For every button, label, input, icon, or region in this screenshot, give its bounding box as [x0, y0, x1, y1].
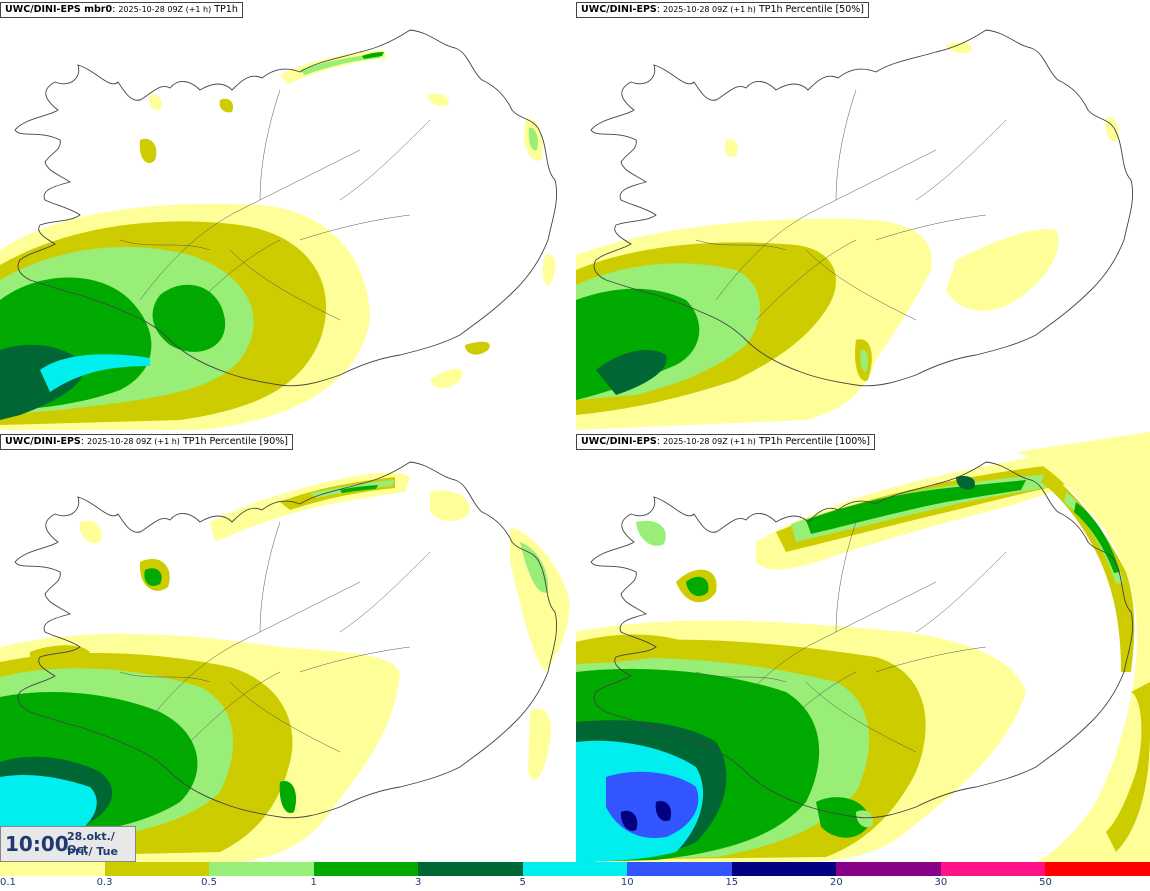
valid-time-box: 10:00 28.okt./ Oct Þri./ Tue [0, 826, 136, 862]
panel-title: UWC/DINI-EPS: 2025-10-28 09Z (+1 h) TP1h… [0, 434, 293, 450]
legend-swatch [209, 862, 315, 876]
rivers-roads [695, 521, 1007, 753]
rivers-roads [119, 89, 431, 321]
legend-swatch [418, 862, 524, 876]
legend-swatch [627, 862, 733, 876]
legend-label: 0.1 [0, 877, 16, 888]
panel-divider-horizontal [0, 430, 1150, 432]
legend-swatch [731, 862, 837, 876]
legend-label: 3 [414, 877, 422, 888]
legend-label: 15 [725, 877, 739, 888]
legend-label: 50 [1039, 877, 1052, 888]
legend-swatch [836, 862, 942, 876]
precip-field [576, 42, 1119, 430]
precip-map [576, 29, 1134, 430]
color-legend: 0.1 0.3 0.5 1 3 5 10 15 20 30 50 [0, 862, 1150, 891]
map-panel-p50[interactable]: UWC/DINI-EPS: 2025-10-28 09Z (+1 h) TP1h… [576, 0, 1150, 430]
map-panel-p100[interactable]: UWC/DINI-EPS: 2025-10-28 09Z (+1 h) TP1h… [576, 432, 1150, 862]
precip-field [0, 50, 556, 430]
legend-swatch [313, 862, 419, 876]
precip-map [0, 29, 558, 430]
legend-label: 30 [934, 877, 948, 888]
legend-swatch [522, 862, 628, 876]
legend-label: 1 [310, 877, 317, 888]
legend-label: 10 [620, 877, 634, 888]
precip-field [576, 432, 1150, 862]
panel-title: UWC/DINI-EPS: 2025-10-28 09Z (+1 h) TP1h… [576, 434, 876, 450]
rivers-roads [119, 521, 431, 753]
precip-map [0, 461, 570, 862]
legend-swatch [104, 862, 210, 876]
legend-swatch [0, 862, 106, 876]
valid-weekday: Þri./ Tue [67, 845, 118, 858]
coastline [590, 29, 1134, 387]
coastline [590, 461, 1134, 819]
legend-label: 5 [519, 877, 526, 888]
precip-map [576, 432, 1150, 862]
panel-title: UWC/DINI-EPS mbr0: 2025-10-28 09Z (+1 h)… [0, 2, 243, 18]
coastline [14, 461, 558, 819]
valid-time: 10:00 [5, 832, 69, 856]
panel-title: UWC/DINI-EPS: 2025-10-28 09Z (+1 h) TP1h… [576, 2, 869, 18]
legend-label: 0.3 [96, 877, 113, 888]
legend-label: 0.5 [201, 877, 218, 888]
precip-field [0, 472, 570, 862]
legend-label: 20 [829, 877, 843, 888]
coastline [14, 29, 558, 387]
valid-date: 28.okt./ Oct [67, 830, 115, 856]
legend-swatch [1045, 862, 1150, 876]
map-panel-mbr0[interactable]: UWC/DINI-EPS mbr0: 2025-10-28 09Z (+1 h)… [0, 0, 574, 430]
legend-swatch [940, 862, 1046, 876]
map-panel-p90[interactable]: UWC/DINI-EPS: 2025-10-28 09Z (+1 h) TP1h… [0, 432, 574, 862]
rivers-roads [695, 89, 1007, 321]
